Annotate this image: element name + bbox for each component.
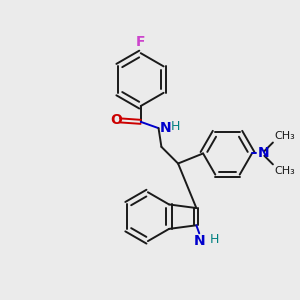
Text: N: N — [258, 146, 269, 161]
Text: H: H — [209, 233, 219, 246]
Text: CH₃: CH₃ — [274, 166, 295, 176]
Text: F: F — [136, 35, 146, 49]
Text: O: O — [110, 113, 122, 128]
Text: CH₃: CH₃ — [274, 131, 295, 141]
Text: N: N — [160, 121, 172, 135]
Text: N: N — [194, 234, 206, 248]
Text: H: H — [171, 120, 180, 133]
